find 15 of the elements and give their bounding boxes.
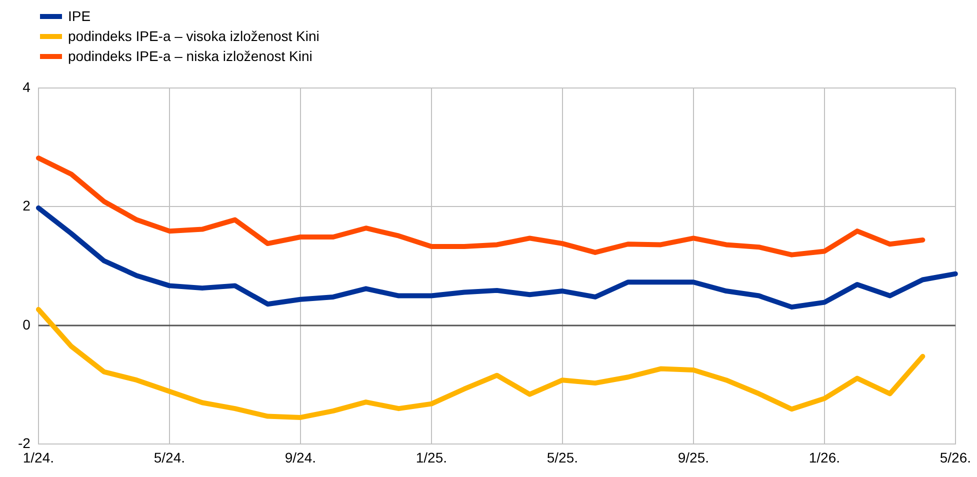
y-tick-label: 4 (22, 78, 31, 95)
x-tick-label: 5/25. (546, 449, 578, 466)
y-tick-label: 0 (22, 316, 31, 332)
x-tick-label: 1/24. (22, 449, 54, 466)
x-tick-label: 1/26. (808, 449, 840, 466)
x-tick-label: 5/24. (154, 449, 186, 466)
x-tick-label: 9/25. (678, 449, 710, 466)
y-tick-label: -2 (18, 435, 31, 452)
x-tick-label: 1/25. (416, 449, 448, 466)
y-tick-label: 2 (22, 198, 31, 214)
legend-label: podindeks IPE-a – niska izloženost Kini (68, 48, 312, 64)
x-tick-label: 9/24. (284, 449, 316, 466)
legend-label: podindeks IPE-a – visoka izloženost Kini (68, 28, 320, 44)
x-tick-label: 5/26. (940, 449, 971, 466)
legend-label: IPE (68, 8, 91, 24)
